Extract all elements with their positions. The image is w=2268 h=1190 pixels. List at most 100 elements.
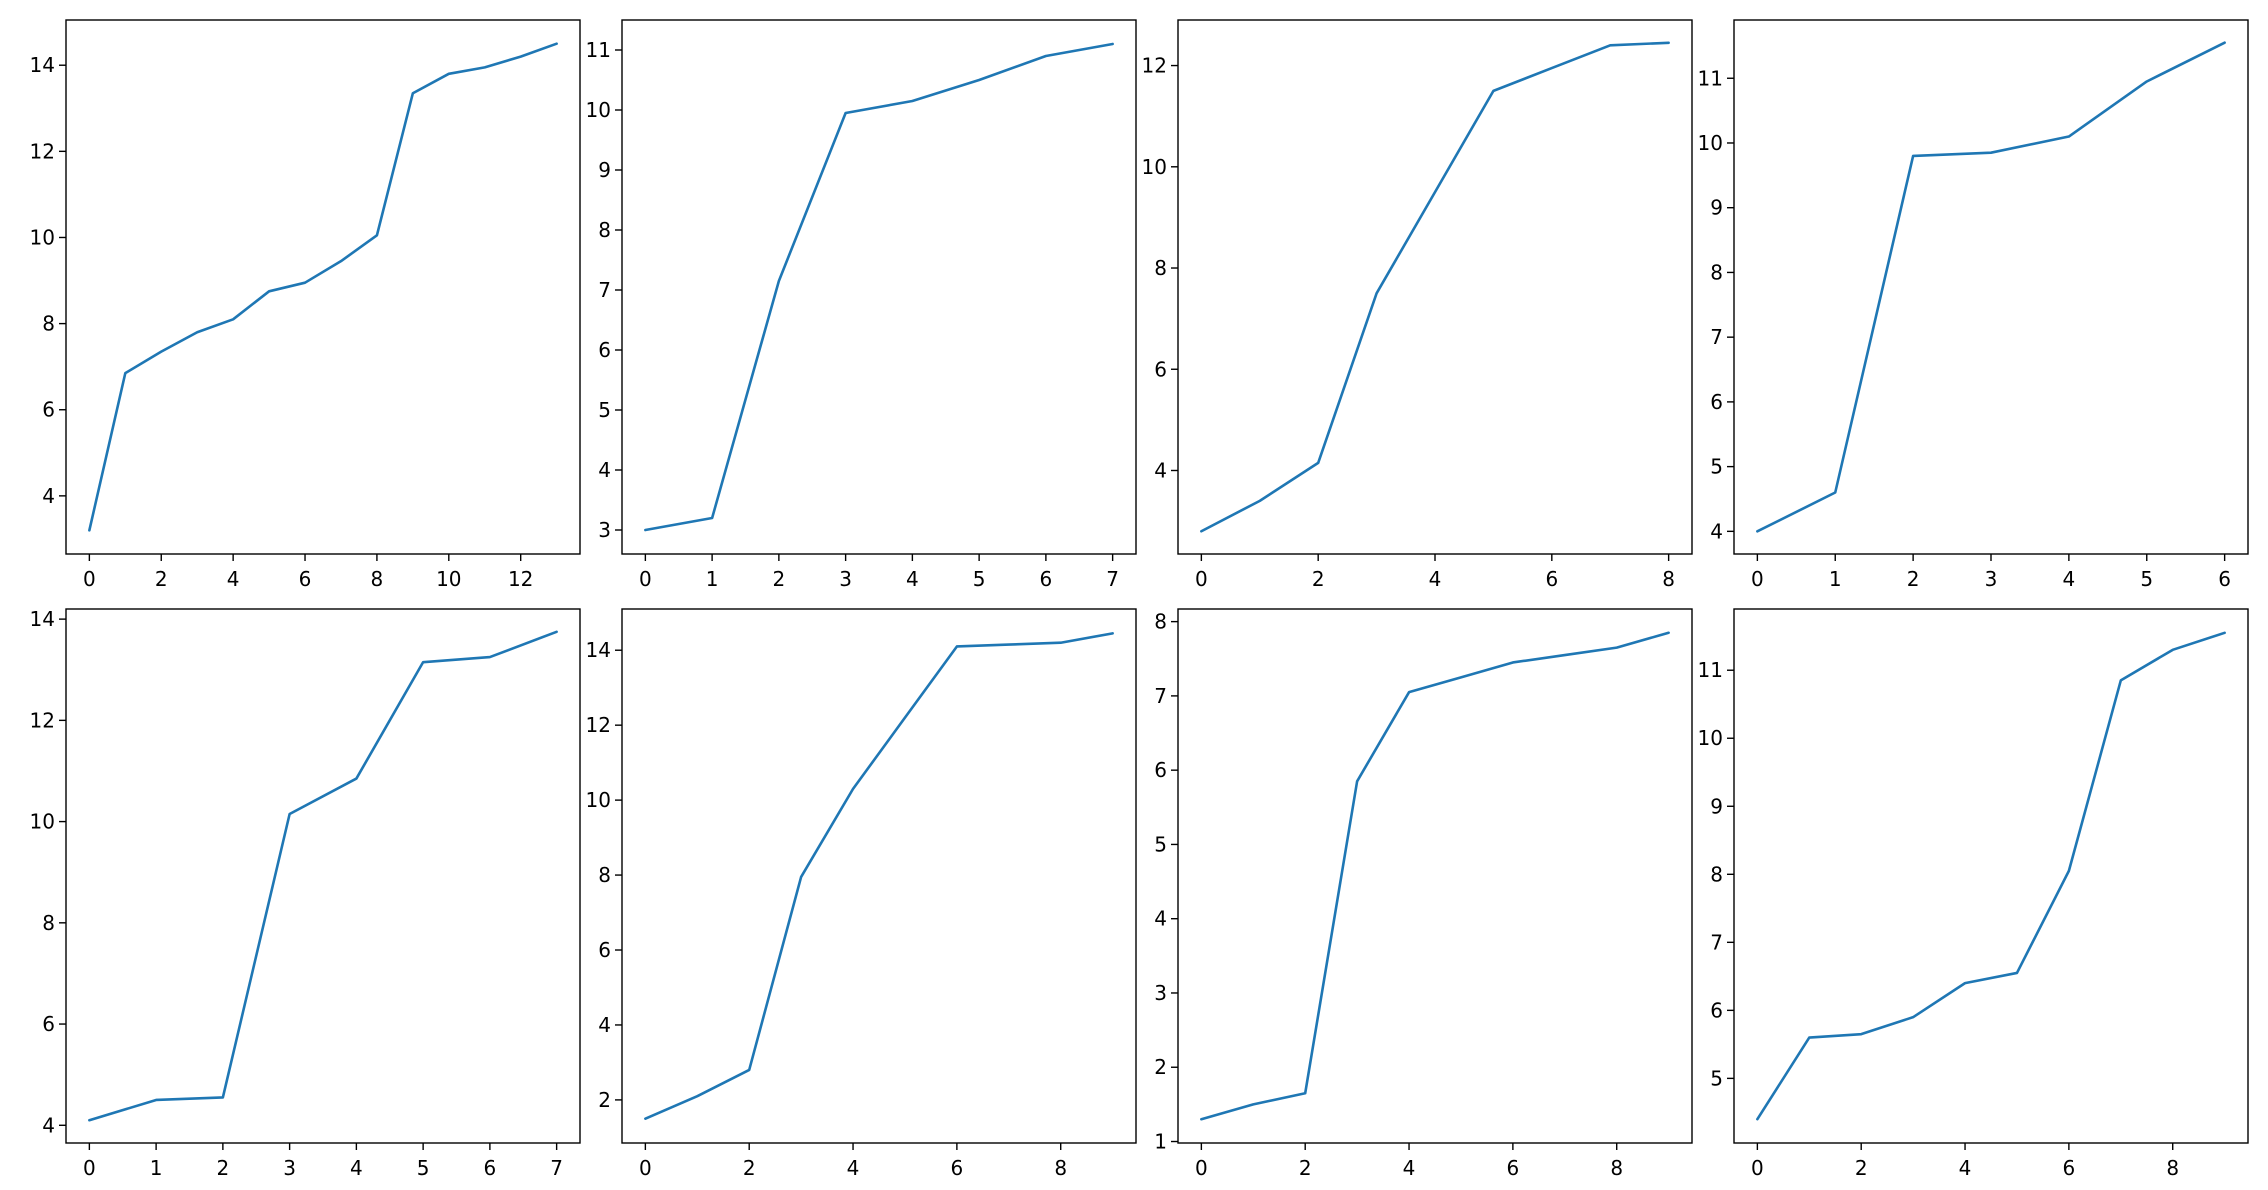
y-tick-label: 5 (1710, 455, 1723, 479)
series-line (1756, 41, 2226, 533)
y-tick-label: 8 (42, 312, 55, 336)
y-tick-label: 8 (1154, 256, 1167, 280)
y-tick-label: 2 (598, 1088, 611, 1112)
y-tick-label: 11 (1698, 658, 1723, 682)
y-tick-label: 4 (42, 1113, 55, 1137)
x-tick-label: 8 (371, 567, 384, 591)
y-tick-label: 10 (1698, 131, 1723, 155)
y-tick-label: 8 (1710, 862, 1723, 886)
y-tick-label: 6 (598, 938, 611, 962)
series-line (1756, 631, 2226, 1121)
x-tick-label: 4 (227, 567, 240, 591)
x-tick-label: 12 (508, 567, 533, 591)
x-tick-label: 7 (1106, 567, 1119, 591)
y-tick-label: 3 (598, 518, 611, 542)
series-line (644, 632, 1114, 1120)
x-tick-label: 8 (1662, 567, 1675, 591)
x-tick-label: 2 (773, 567, 786, 591)
subplot-7: 0 2 4 6 8 1 2 3 4 5 6 7 8 (1154, 608, 1693, 1180)
y-tick-label: 11 (1698, 66, 1723, 90)
x-tick-label: 2 (1312, 567, 1325, 591)
y-tick-label: 5 (598, 398, 611, 422)
y-tick-label: 8 (1154, 610, 1167, 634)
subplot-4: 0 1 2 3 4 5 6 4 5 6 7 8 9 10 11 (1698, 19, 2249, 591)
x-tick-label: 3 (1985, 567, 1998, 591)
y-tick-label: 12 (30, 139, 55, 163)
subplot-1: 0 2 4 6 8 10 12 4 6 8 10 12 14 (30, 19, 581, 591)
y-tick-label: 7 (1710, 930, 1723, 954)
x-tick-label: 1 (1829, 567, 1842, 591)
x-tick-label: 6 (1040, 567, 1053, 591)
x-tick-label: 4 (2063, 567, 2076, 591)
x-tick-label: 6 (1507, 1156, 1520, 1180)
y-tick-label: 7 (1710, 325, 1723, 349)
y-tick-label: 10 (586, 98, 611, 122)
y-tick-label: 10 (586, 788, 611, 812)
y-tick-label: 5 (1154, 832, 1167, 856)
axes-frame (1733, 19, 2249, 555)
y-tick-label: 10 (30, 225, 55, 249)
y-tick-label: 8 (42, 911, 55, 935)
x-tick-label: 2 (743, 1156, 756, 1180)
axes-frame (1733, 608, 2249, 1144)
y-tick-label: 3 (1154, 981, 1167, 1005)
y-tick-label: 10 (30, 810, 55, 834)
y-tick-label: 2 (1154, 1055, 1167, 1079)
x-tick-label: 5 (417, 1156, 430, 1180)
x-tick-label: 4 (906, 567, 919, 591)
x-tick-label: 0 (83, 1156, 96, 1180)
x-tick-label: 4 (1403, 1156, 1416, 1180)
y-tick-label: 12 (30, 708, 55, 732)
y-tick-label: 4 (42, 484, 55, 508)
y-tick-label: 12 (586, 713, 611, 737)
x-tick-label: 0 (1751, 567, 1764, 591)
y-tick-label: 1 (1154, 1130, 1167, 1154)
subplot-2: 0 1 2 3 4 5 6 7 3 4 5 6 7 8 9 10 11 (586, 19, 1137, 591)
x-tick-label: 6 (299, 567, 312, 591)
y-tick-label: 6 (598, 338, 611, 362)
y-tick-label: 8 (1710, 260, 1723, 284)
x-tick-label: 0 (83, 567, 96, 591)
y-tick-label: 14 (586, 638, 611, 662)
y-tick-label: 4 (598, 458, 611, 482)
y-tick-label: 8 (598, 218, 611, 242)
x-tick-label: 2 (155, 567, 168, 591)
x-tick-label: 6 (2218, 567, 2231, 591)
x-tick-label: 4 (1959, 1156, 1972, 1180)
x-tick-label: 8 (2166, 1156, 2179, 1180)
x-tick-label: 2 (1855, 1156, 1868, 1180)
y-tick-label: 4 (1710, 519, 1723, 543)
axes-frame (65, 19, 581, 555)
y-tick-label: 6 (1710, 390, 1723, 414)
y-tick-label: 7 (598, 278, 611, 302)
y-tick-label: 10 (1142, 155, 1167, 179)
subplot-6: 0 2 4 6 8 2 4 6 8 10 12 14 (586, 608, 1137, 1180)
x-tick-label: 2 (1907, 567, 1920, 591)
x-tick-label: 6 (2063, 1156, 2076, 1180)
axes-frame (65, 608, 581, 1144)
y-tick-label: 12 (1142, 54, 1167, 78)
axes-frame (621, 19, 1137, 555)
x-tick-label: 2 (1299, 1156, 1312, 1180)
x-tick-label: 1 (150, 1156, 163, 1180)
x-tick-label: 4 (1429, 567, 1442, 591)
x-tick-label: 8 (1054, 1156, 1067, 1180)
x-tick-label: 6 (1545, 567, 1558, 591)
series-line (88, 630, 558, 1122)
subplot-3: 0 2 4 6 8 4 6 8 10 12 (1142, 19, 1693, 591)
y-tick-label: 9 (1710, 196, 1723, 220)
subplot-8: 0 2 4 6 8 5 6 7 8 9 10 11 (1698, 608, 2249, 1180)
y-tick-label: 7 (1154, 684, 1167, 708)
y-tick-label: 4 (1154, 907, 1167, 931)
y-tick-label: 4 (598, 1013, 611, 1037)
y-tick-label: 5 (1710, 1066, 1723, 1090)
x-tick-label: 1 (706, 567, 719, 591)
y-tick-label: 9 (598, 158, 611, 182)
series-line (644, 42, 1114, 532)
x-tick-label: 2 (217, 1156, 230, 1180)
x-tick-label: 8 (1610, 1156, 1623, 1180)
x-tick-label: 0 (1751, 1156, 1764, 1180)
series-line (1200, 631, 1670, 1121)
